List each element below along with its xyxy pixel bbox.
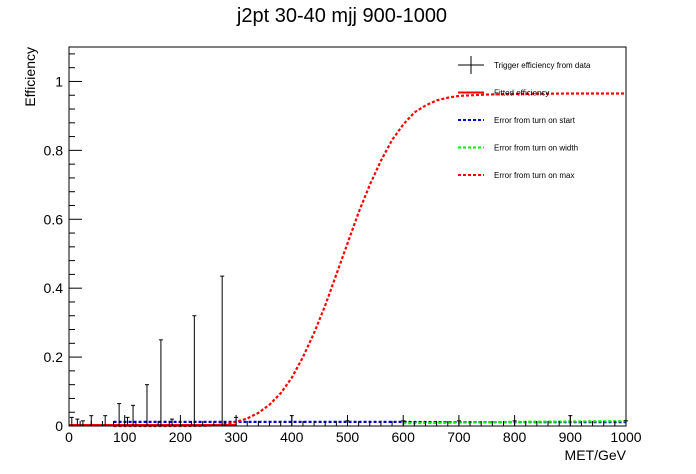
y-tick-label: 1	[55, 73, 63, 89]
legend-label-fitted-efficiency: Fitted efficiency	[494, 89, 549, 98]
series-error-from-turn-on-max	[113, 92, 626, 428]
legend-label-error-from-turn-on-start: Error from turn on start	[494, 116, 576, 125]
legend-label-error-from-turn-on-width: Error from turn on width	[494, 144, 578, 153]
y-tick-label: 0.6	[44, 211, 64, 227]
x-tick-label: 300	[224, 429, 248, 445]
legend-label-trigger-efficiency-from-data: Trigger efficiency from data	[494, 61, 591, 70]
x-tick-label: 600	[392, 429, 416, 445]
x-tick-label: 1000	[610, 429, 641, 445]
y-axis-label: Efficiency	[22, 47, 38, 107]
x-tick-label: 100	[113, 429, 137, 445]
y-tick-label: 0.2	[44, 349, 64, 365]
y-tick-label: 0.8	[44, 142, 64, 158]
y-tick-label: 0.4	[44, 280, 64, 296]
plot-area	[69, 92, 628, 428]
legend-label-error-from-turn-on-max: Error from turn on max	[494, 171, 574, 180]
axes: 0 100 200 300 400 500 600 700 800 900 1000 0 0.2 0.4 0…	[44, 53, 642, 445]
chart-title: j2pt 30-40 mjj 900-1000	[236, 5, 447, 27]
legend: Trigger efficiency from data Fitted effic…	[458, 56, 591, 180]
x-tick-label: 500	[336, 429, 360, 445]
x-axis-label: MET/GeV	[565, 447, 627, 463]
x-tick-label: 0	[65, 429, 73, 445]
x-tick-label: 200	[169, 429, 193, 445]
x-tick-label: 900	[559, 429, 583, 445]
x-tick-label: 700	[447, 429, 471, 445]
y-tick-label: 0	[55, 418, 63, 434]
x-tick-label: 800	[503, 429, 527, 445]
x-tick-label: 400	[280, 429, 304, 445]
